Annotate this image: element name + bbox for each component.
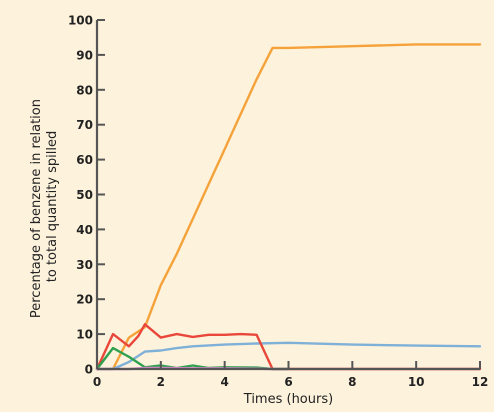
x-tick-label: 12 xyxy=(472,375,489,389)
y-tick-label: 20 xyxy=(76,293,93,307)
y-tick-label: 70 xyxy=(76,118,93,132)
x-tick-label: 8 xyxy=(348,375,356,389)
y-axis-title-line-2: to total quantity spilled xyxy=(45,131,60,282)
y-tick-label: 30 xyxy=(76,258,93,272)
y-axis-ticks: 0 10 20 30 40 50 60 70 80 90 100 xyxy=(68,14,105,377)
y-tick-label: 10 xyxy=(76,328,93,342)
y-tick-label: 100 xyxy=(68,14,93,28)
y-tick-label: 40 xyxy=(76,223,93,237)
x-axis-ticks: 0 2 4 6 8 10 12 xyxy=(93,361,489,389)
y-tick-label: 60 xyxy=(76,153,93,167)
y-axis-title-line-1: Percentage of benzene in relation xyxy=(29,99,44,318)
y-tick-label: 80 xyxy=(76,83,93,97)
x-tick-label: 4 xyxy=(220,375,228,389)
y-tick-label: 50 xyxy=(76,188,93,202)
x-axis-title: Times (hours) xyxy=(243,392,333,407)
y-tick-label: 0 xyxy=(85,363,93,377)
y-axis-title: Percentage of benzene in relation to tot… xyxy=(29,95,60,318)
y-tick-label: 90 xyxy=(76,48,93,62)
x-tick-label: 2 xyxy=(157,375,165,389)
x-tick-label: 10 xyxy=(408,375,425,389)
series-line-2 xyxy=(95,341,482,371)
series-line-1 xyxy=(95,43,482,371)
x-tick-label: 0 xyxy=(93,375,101,389)
x-tick-label: 6 xyxy=(284,375,292,389)
